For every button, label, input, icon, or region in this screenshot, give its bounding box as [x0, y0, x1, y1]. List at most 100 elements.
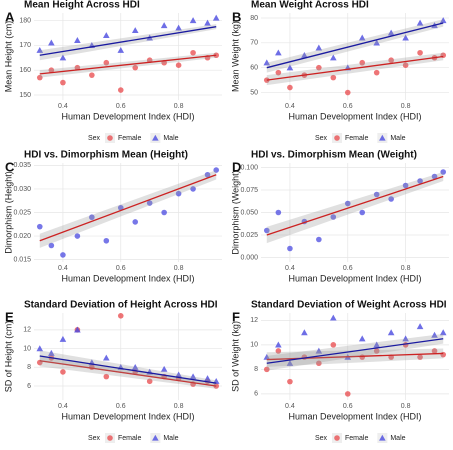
data-point	[74, 37, 81, 43]
y-tick-label: 8	[27, 364, 31, 371]
panel-title: Standard Deviation of Weight Across HDI	[251, 300, 447, 311]
data-point	[431, 348, 438, 354]
data-point	[189, 373, 197, 380]
data-point	[373, 39, 380, 46]
data-point	[160, 365, 168, 372]
data-point	[359, 59, 366, 66]
data-point	[315, 347, 323, 354]
data-point	[344, 391, 351, 397]
data-point	[204, 19, 211, 26]
data-point	[190, 49, 196, 56]
data-point	[103, 237, 110, 244]
plot-area	[261, 13, 449, 100]
x-axis-label: Human Development Index (HDI)	[288, 411, 421, 421]
data-point	[204, 171, 211, 178]
data-point	[60, 252, 66, 258]
data-point	[117, 204, 124, 211]
y-tick-label: 12	[23, 327, 31, 334]
y-tick-label: 70	[250, 40, 258, 47]
x-axis-label: Human Development Index (HDI)	[288, 111, 421, 121]
y-axis-label: SD of Weight (kg)	[230, 321, 240, 392]
trend-line	[39, 355, 217, 384]
y-axis-label: SD of Height (cm)	[3, 321, 13, 393]
data-point	[373, 348, 380, 354]
data-point	[431, 173, 438, 180]
data-point	[402, 182, 409, 189]
x-axis-label: Human Development Index (HDI)	[288, 273, 421, 283]
data-point	[146, 378, 153, 385]
x-axis-label: Human Development Index (HDI)	[61, 411, 194, 421]
data-point	[212, 14, 220, 21]
data-point	[387, 329, 395, 336]
data-point	[359, 209, 366, 216]
plot-area	[34, 13, 222, 100]
x-tick-label: 0.8	[401, 103, 411, 110]
data-point	[89, 72, 95, 78]
data-point	[117, 87, 124, 93]
data-point	[175, 24, 182, 31]
panel-title: Mean Weight Across HDI	[251, 0, 369, 11]
x-tick-label: 0.6	[116, 103, 126, 110]
x-tick-label: 0.6	[343, 265, 353, 272]
trend-line	[39, 54, 217, 75]
data-point	[402, 62, 409, 68]
data-point	[358, 335, 366, 342]
y-tick-label: 12	[250, 317, 258, 324]
data-point	[103, 354, 110, 361]
legend-title: Sex	[315, 435, 328, 442]
data-point	[36, 345, 44, 352]
trend-line	[39, 26, 217, 56]
confidence-band	[39, 350, 217, 386]
data-point	[330, 214, 337, 220]
data-point	[388, 196, 394, 202]
data-point	[48, 39, 55, 46]
trend-line	[266, 175, 444, 236]
legend-marker	[152, 134, 159, 141]
data-point	[60, 79, 66, 86]
y-tick-label: 150	[19, 92, 31, 99]
x-tick-label: 0.8	[401, 265, 411, 272]
panel-letter: C	[5, 159, 15, 174]
data-point	[263, 353, 271, 360]
panel-letter: F	[232, 309, 240, 324]
y-tick-label: 10	[250, 342, 258, 349]
data-point	[316, 360, 322, 367]
confidence-band	[39, 355, 217, 389]
data-point	[60, 369, 66, 375]
data-point	[301, 51, 308, 58]
legend-label: Male	[390, 135, 405, 142]
x-tick-label: 0.6	[343, 103, 353, 110]
x-tick-label: 0.8	[174, 265, 184, 272]
y-axis-label: Mean Weight (kg)	[230, 21, 240, 92]
legend-marker	[107, 135, 113, 141]
data-point	[439, 329, 447, 336]
data-point	[36, 46, 44, 53]
legend-title: Sex	[315, 135, 328, 142]
y-tick-label: 0.025	[13, 209, 31, 216]
data-point	[373, 191, 380, 198]
data-point	[275, 49, 282, 56]
panel-letter: D	[232, 159, 241, 174]
legend-label: Male	[390, 435, 405, 442]
data-point	[275, 341, 282, 348]
x-axis-label: Human Development Index (HDI)	[61, 111, 194, 121]
data-point	[117, 46, 125, 53]
data-point	[74, 326, 81, 333]
data-point	[275, 69, 282, 76]
data-point	[417, 354, 423, 360]
confidence-band	[266, 348, 444, 367]
data-point	[175, 190, 182, 197]
data-point	[330, 314, 337, 321]
data-point	[286, 359, 294, 366]
x-tick-label: 0.8	[401, 403, 411, 410]
y-tick-label: 80	[250, 15, 258, 22]
data-point	[48, 67, 55, 73]
data-point	[316, 236, 322, 243]
x-tick-label: 0.6	[116, 265, 126, 272]
data-point	[36, 223, 43, 230]
x-tick-label: 0.8	[174, 103, 184, 110]
legend-label: Female	[345, 135, 368, 142]
data-point	[74, 233, 81, 239]
data-point	[131, 363, 139, 370]
data-point	[48, 242, 55, 249]
